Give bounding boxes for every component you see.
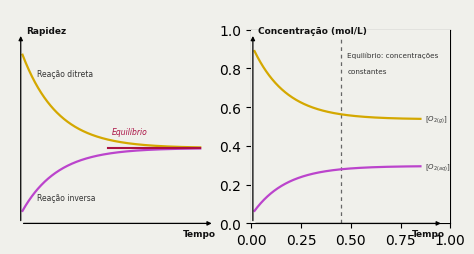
Text: Equilíbrio: concentrações: Equilíbrio: concentrações — [347, 52, 439, 58]
Text: Reação inversa: Reação inversa — [36, 193, 95, 202]
Text: Concentração (mol/L): Concentração (mol/L) — [258, 27, 367, 36]
Text: Equilíbrio: Equilíbrio — [111, 127, 147, 136]
Text: constantes: constantes — [347, 68, 387, 74]
Text: Tempo: Tempo — [412, 229, 445, 238]
Text: Tempo: Tempo — [183, 229, 216, 238]
Text: Rapidez: Rapidez — [26, 27, 66, 36]
Text: Reação ditreta: Reação ditreta — [36, 70, 93, 79]
Text: $[O_{2(g)}]$: $[O_{2(g)}]$ — [425, 114, 448, 125]
Text: $[O_{2(aq)}]$: $[O_{2(aq)}]$ — [425, 161, 451, 172]
